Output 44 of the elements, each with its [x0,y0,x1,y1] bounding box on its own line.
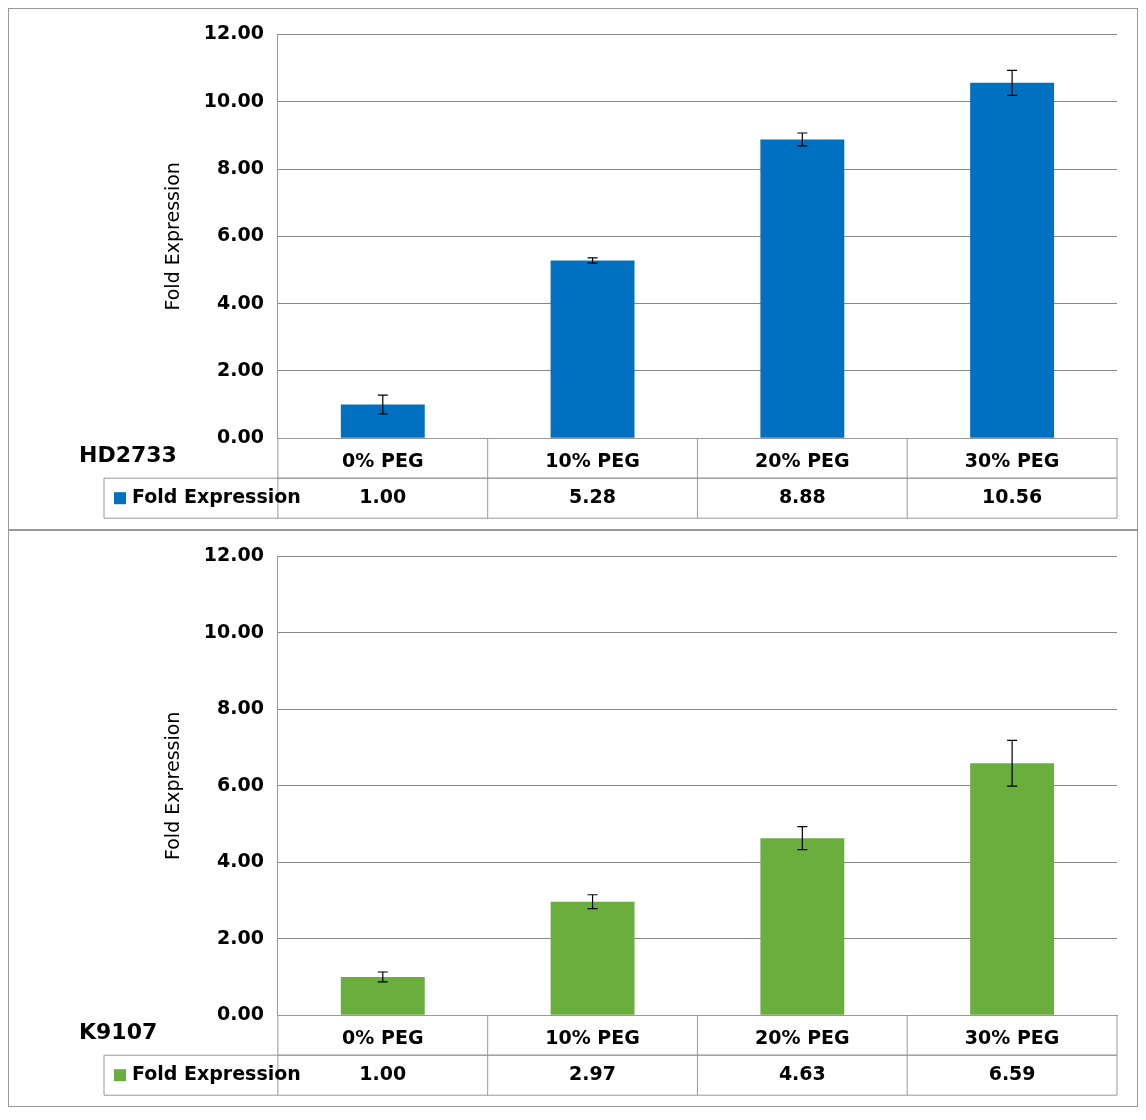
y-tick-label: 0.00 [217,425,264,448]
y-tick-label: 6.00 [217,772,264,795]
y-tick-label: 10.00 [203,88,264,111]
bar [970,763,1055,1015]
x-tick-label: 30% PEG [964,448,1060,471]
y-axis-title: Fold Expression [161,711,184,860]
data-label: 5.28 [569,485,617,508]
x-tick-label: 0% PEG [342,448,424,471]
y-tick-label: 2.00 [217,357,264,380]
text: HD2733 [79,441,177,467]
data-label: 10.56 [982,485,1043,508]
data-label: 2.97 [569,1062,617,1085]
bar [340,404,425,438]
x-tick-label: 10% PEG [545,448,640,471]
x-tick-label: 20% PEG [755,448,850,471]
x-tick-label: 20% PEG [755,1025,850,1048]
y-tick-label: 0.00 [217,1002,264,1025]
text: K9107 [79,1018,158,1044]
y-tick-label: 12.00 [203,21,264,44]
data-label: 4.63 [778,1062,826,1085]
y-tick-label: 4.00 [217,290,264,313]
y-tick-label: 8.00 [217,155,264,178]
y-tick-label: 6.00 [217,223,264,246]
bar [340,976,425,1015]
bar [550,260,635,438]
legend-label: Fold Expression [132,1062,301,1085]
y-tick-label: 4.00 [217,849,264,872]
data-label: 6.59 [988,1062,1036,1085]
x-tick-label: 30% PEG [964,1025,1060,1048]
y-tick-label: 12.00 [203,543,264,566]
bar [970,82,1055,438]
bar [760,139,845,438]
y-tick-label: 8.00 [217,696,264,719]
data-label: 1.00 [359,1062,407,1085]
bar [550,901,635,1015]
data-label: 8.88 [778,485,826,508]
bar [760,838,845,1015]
data-label: 1.00 [359,485,407,508]
y-tick-label: 10.00 [203,619,264,642]
y-axis-title: Fold Expression [161,162,184,311]
x-tick-label: 10% PEG [545,1025,640,1048]
x-tick-label: 0% PEG [342,1025,424,1048]
y-tick-label: 2.00 [217,925,264,948]
legend-label: Fold Expression [132,485,301,508]
